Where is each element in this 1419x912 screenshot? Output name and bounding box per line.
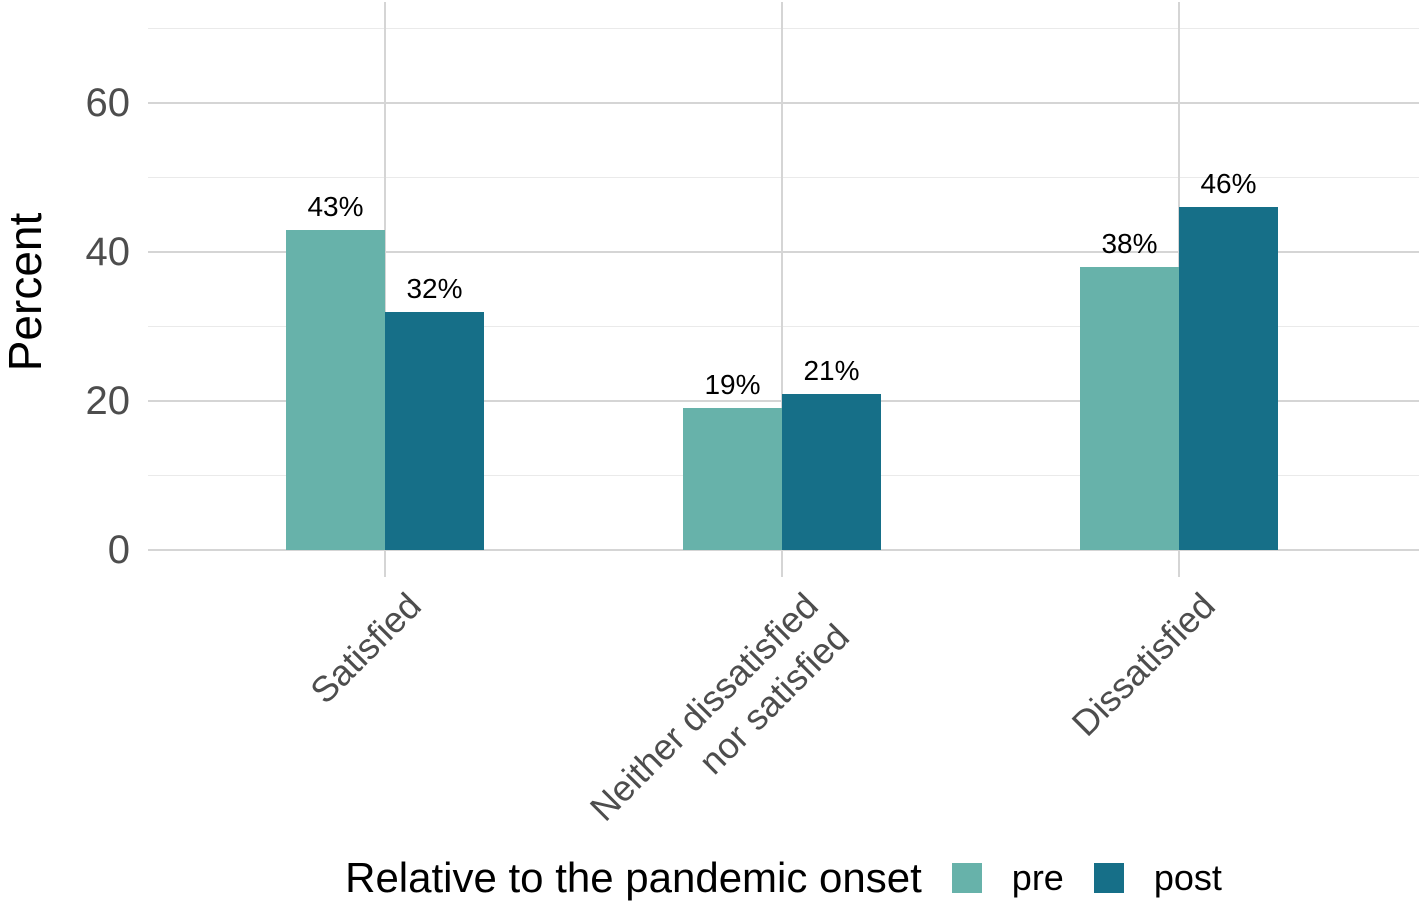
bar-value-label: 46% [1200, 168, 1257, 200]
x-tick-label: Satisfied [302, 584, 429, 712]
gridline-major [148, 251, 1419, 253]
bar-value-label: 19% [704, 369, 761, 401]
bar-post [385, 311, 484, 550]
bar-post [782, 393, 881, 550]
legend-label-post: post [1153, 857, 1222, 898]
gridline-minor [148, 28, 1419, 29]
x-tick-label: Dissatisfied [1063, 584, 1223, 744]
bar-value-label: 32% [406, 272, 463, 304]
bar-value-label: 38% [1101, 227, 1158, 259]
bar-pre [286, 229, 385, 550]
bar-post [1179, 207, 1278, 550]
bar-value-label: 21% [803, 354, 860, 386]
gridline-minor [148, 177, 1419, 178]
gridline-minor [148, 326, 1419, 327]
y-tick-label: 0 [107, 528, 130, 572]
gridline-vertical [781, 2, 783, 577]
gridline-major [148, 102, 1419, 104]
legend-label-pre: pre [1011, 857, 1064, 898]
y-tick-label: 60 [85, 81, 131, 125]
x-tick-label: Neither dissatisfied nor satisfied [581, 584, 857, 829]
gridline-major [148, 549, 1419, 551]
legend: Relative to the pandemic onset pre post [148, 845, 1419, 911]
bar-pre [683, 408, 782, 550]
y-tick-label: 40 [85, 230, 131, 274]
legend-swatch-pre [951, 863, 982, 893]
gridline-vertical [384, 2, 386, 577]
bar-value-label: 43% [307, 190, 364, 222]
y-tick-label: 20 [85, 379, 131, 423]
legend-swatch-post [1093, 863, 1124, 893]
bar-pre [1080, 266, 1179, 550]
legend-title: Relative to the pandemic onset [345, 854, 922, 901]
